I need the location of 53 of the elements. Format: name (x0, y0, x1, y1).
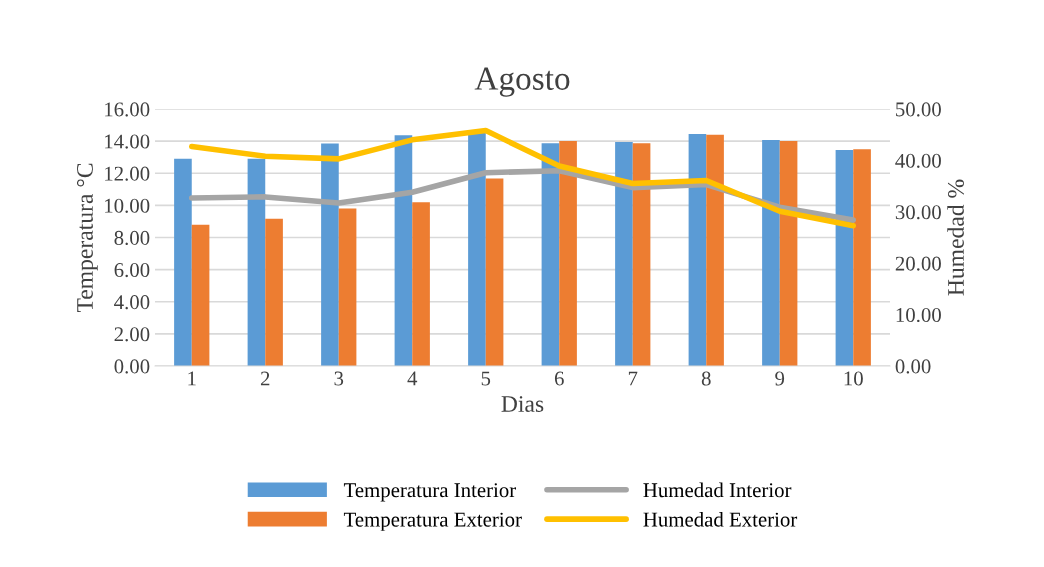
bar (706, 134, 724, 366)
x-tick-label: 3 (334, 371, 344, 386)
bar (835, 150, 854, 366)
y-tick-label: 6.00 (114, 263, 150, 278)
x-tick-label: 6 (554, 371, 564, 386)
bar (615, 141, 633, 366)
bar (485, 178, 504, 366)
y-tick-label: 8.00 (114, 230, 150, 246)
x-tick-label: 5 (481, 371, 491, 386)
y-tick-label: 0.00 (114, 359, 150, 374)
legend-label: Humedad Interior (643, 482, 792, 498)
x-tick-label: 8 (701, 371, 711, 386)
bar (779, 140, 798, 366)
y2-tick-label: 40.00 (895, 153, 941, 168)
legend-label: Temperatura Exterior (343, 512, 522, 531)
bar (174, 158, 192, 366)
y2-tick-label: 0.00 (895, 359, 931, 374)
y-tick-label: 2.00 (114, 327, 150, 342)
x-tick-label: 10 (844, 371, 863, 386)
bar (468, 133, 486, 366)
legend-label: Humedad Exterior (643, 511, 798, 527)
bar (338, 208, 357, 366)
bar (191, 224, 210, 366)
bar (265, 218, 283, 366)
chart-title: Agosto (474, 67, 570, 97)
bar (247, 158, 266, 366)
bar (321, 143, 339, 366)
y2-axis-title: Humedad % (947, 179, 964, 296)
x-tick-label: 4 (407, 371, 418, 386)
x-tick-label: 2 (260, 371, 270, 386)
y2-tick-label: 30.00 (895, 205, 941, 220)
x-tick-label: 9 (775, 371, 785, 386)
y-tick-label: 10.00 (105, 198, 150, 213)
y-tick-label: 4.00 (114, 295, 150, 310)
bar (559, 140, 577, 366)
y2-tick-label: 10.00 (896, 307, 941, 323)
y-axis-title: Temperatura °C (76, 163, 98, 313)
y-tick-label: 12.00 (105, 166, 150, 181)
bar (688, 133, 707, 366)
bar (541, 143, 560, 366)
y2-tick-label: 20.00 (895, 256, 941, 271)
bar (762, 140, 780, 366)
x-tick-label: 7 (628, 371, 638, 386)
bar (632, 143, 651, 366)
bar (853, 149, 871, 366)
y-tick-label: 16.00 (105, 102, 150, 117)
y-tick-label: 14.00 (105, 134, 150, 149)
y2-tick-label: 50.00 (896, 102, 941, 117)
x-axis-title: Dias (501, 396, 544, 412)
x-tick-label: 1 (188, 371, 196, 386)
legend-label: Temperatura Interior (343, 483, 517, 502)
bar (412, 202, 430, 366)
bar (394, 135, 413, 366)
